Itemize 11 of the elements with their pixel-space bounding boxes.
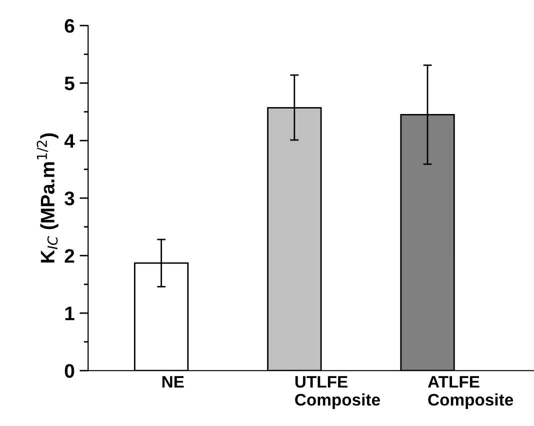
y-axis-title: K$_{IC}$ (MPa.m$^{1/2}$): [36, 133, 58, 263]
y-tick-label: 1: [65, 306, 74, 320]
y-tick-label: 0: [64, 364, 74, 378]
y-tick-label: 2: [64, 249, 74, 263]
x-tick-label: UTLFE Composite: [295, 376, 380, 409]
y-tick-label: 4: [64, 134, 75, 148]
x-tick-label: NE: [162, 376, 184, 388]
y-tick-label: 6: [64, 19, 74, 33]
x-tick-label: ATLFE Composite: [428, 376, 514, 409]
y-tick-label: 3: [64, 192, 74, 206]
y-tick-label: 5: [64, 76, 74, 90]
